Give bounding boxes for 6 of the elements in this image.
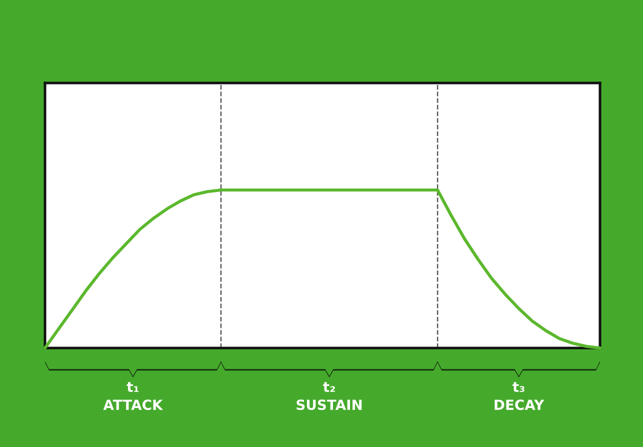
- text: SUSTAIN: [296, 400, 362, 410]
- text: t₂: [323, 382, 335, 392]
- text: t₃: [512, 382, 524, 392]
- text: DECAY: [494, 400, 544, 410]
- text: t₁: [126, 382, 139, 392]
- text: ATTACK: [103, 400, 164, 410]
